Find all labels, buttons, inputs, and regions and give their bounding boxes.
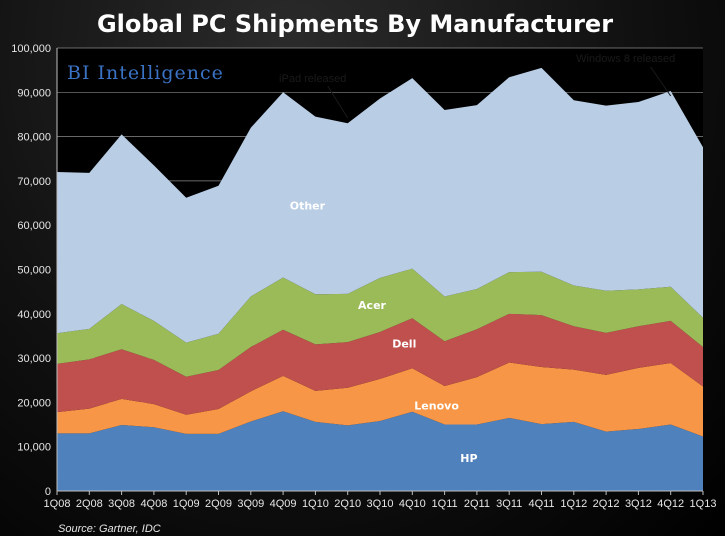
x-tick-label-19: 4Q12 (657, 498, 684, 510)
x-tick-label-5: 2Q09 (205, 498, 232, 510)
series-area-acer (57, 268, 703, 377)
annotation-pointer-1 (650, 66, 672, 97)
x-tick-label-11: 4Q10 (399, 498, 426, 510)
annotation-label-0: iPad released (279, 73, 346, 85)
plot-area: HP Lenovo Dell Acer Other 0 10,000 20,000 30,000… (11, 43, 716, 510)
y-tick-label-8: 80,000 (17, 132, 51, 144)
annotation-label-1: Windows 8 released (576, 53, 675, 65)
x-tick-label-13: 2Q11 (464, 498, 490, 510)
series-label-dell: Dell (392, 337, 416, 350)
x-tick-label-14: 3Q11 (496, 498, 522, 510)
series-area-hp (57, 411, 703, 491)
x-tick-label-4: 1Q09 (173, 498, 200, 510)
brand-logo: BI Intelligence (67, 62, 224, 84)
x-tick-label-16: 1Q12 (560, 498, 587, 510)
x-tick-label-9: 2Q10 (334, 498, 361, 510)
series-area-lenovo (57, 362, 703, 437)
y-tick-label-4: 40,000 (17, 309, 51, 321)
y-tick-label-2: 20,000 (17, 397, 51, 409)
annotation-pointer-0 (327, 85, 349, 119)
x-tick-label-2: 3Q08 (108, 498, 135, 510)
x-tick-label-17: 2Q12 (593, 498, 620, 510)
series-label-acer: Acer (358, 299, 386, 312)
x-tick-label-6: 3Q09 (237, 498, 264, 510)
series-label-hp: HP (460, 452, 477, 465)
series-label-lenovo: Lenovo (414, 399, 459, 412)
x-tick-label-20: 1Q13 (690, 498, 717, 510)
x-tick-label-8: 1Q10 (302, 498, 329, 510)
x-tick-label-18: 3Q12 (625, 498, 652, 510)
x-tick-label-7: 4Q09 (270, 498, 297, 510)
chart-title: Global PC Shipments By Manufacturer (97, 10, 613, 38)
series-area-dell (57, 313, 703, 415)
x-tick-label-3: 4Q08 (140, 498, 167, 510)
source-note: Source: Gartner, IDC (58, 523, 161, 535)
y-tick-label-9: 90,000 (17, 87, 51, 99)
series-area-other (57, 67, 703, 343)
y-tick-label-10: 100,000 (11, 43, 51, 55)
x-tick-label-12: 1Q11 (432, 498, 458, 510)
series-label-other: Other (290, 199, 326, 212)
x-tick-label-10: 3Q10 (367, 498, 394, 510)
x-tick-label-0: 1Q08 (44, 498, 71, 510)
y-tick-label-7: 70,000 (17, 176, 51, 188)
y-tick-label-0: 0 (45, 486, 51, 498)
y-tick-label-3: 30,000 (17, 353, 51, 365)
y-tick-label-5: 50,000 (17, 265, 51, 277)
y-tick-label-1: 10,000 (17, 442, 51, 454)
x-tick-label-15: 4Q11 (528, 498, 554, 510)
y-tick-label-6: 60,000 (17, 220, 51, 232)
x-tick-label-1: 2Q08 (76, 498, 103, 510)
